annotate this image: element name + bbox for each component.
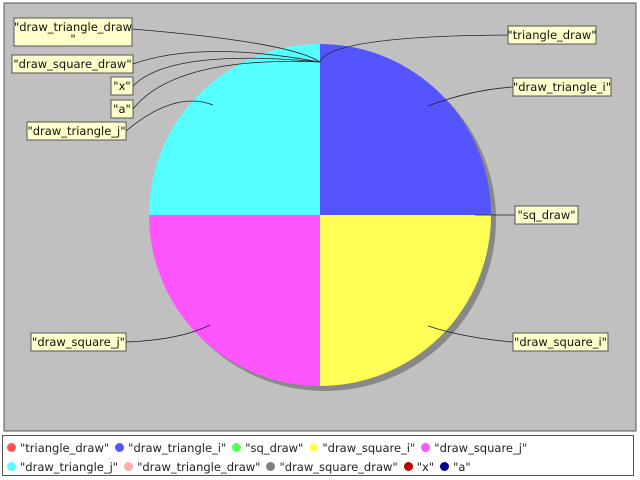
label-pointer-9 <box>125 324 211 343</box>
legend-swatch <box>7 443 16 452</box>
slice-label-box-2 <box>110 76 134 96</box>
slice-label-2: "x" <box>113 79 130 93</box>
legend-swatch <box>115 443 125 452</box>
slice-label-box-6 <box>512 77 612 97</box>
label-pointer-2 <box>132 57 321 87</box>
label-pointer-4 <box>125 100 214 132</box>
slice-label-0: "draw_triangle_draw " <box>14 20 132 46</box>
legend-label: "draw_triangle_j" <box>20 459 119 474</box>
legend-label: "sq_draw" <box>245 440 304 455</box>
pie-slice-3 <box>320 215 491 386</box>
legend-swatch <box>124 462 134 471</box>
legend-item: "draw_triangle_draw" <box>124 457 260 476</box>
slice-label-3: "a" <box>113 102 131 116</box>
legend-swatch <box>403 462 413 471</box>
legend-swatch <box>266 462 276 471</box>
slice-label-box-8 <box>512 332 609 352</box>
label-pointer-6 <box>427 86 514 107</box>
label-pointer-5 <box>319 34 509 63</box>
slice-label-box-0 <box>13 17 133 47</box>
legend-label: "draw_triangle_i" <box>128 440 227 455</box>
slice-label-1: "draw_square_draw" <box>13 57 131 71</box>
slice-label-7: "sq_draw" <box>517 208 575 222</box>
legend-item: "draw_square_i" <box>309 438 415 457</box>
legend-label: "draw_square_j" <box>434 440 528 455</box>
slice-label-box-1 <box>11 54 134 74</box>
legend-swatch <box>440 462 450 471</box>
legend-label: "x" <box>416 459 435 474</box>
legend-item: "draw_square_j" <box>421 438 527 457</box>
legend-item: "a" <box>440 457 471 476</box>
legend-label: "draw_square_i" <box>322 440 416 455</box>
legend-item: "sq_draw" <box>232 438 303 457</box>
slice-label-box-7 <box>514 205 579 225</box>
pie-slice-4 <box>149 215 320 386</box>
slice-label-box-3 <box>110 99 134 119</box>
legend-label: "triangle_draw" <box>20 440 110 455</box>
legend-item: "x" <box>403 457 435 476</box>
legend-swatch <box>232 443 242 452</box>
slice-label-box-9 <box>30 332 127 352</box>
label-pointer-0 <box>131 28 321 63</box>
slice-label-9: "draw_square_j" <box>32 335 125 349</box>
legend-item: "draw_square_draw" <box>266 457 398 476</box>
slice-label-8: "draw_square_i" <box>514 335 607 349</box>
label-pointer-3 <box>132 61 321 110</box>
legend-item: "triangle_draw" <box>7 438 109 457</box>
label-pointer-8 <box>427 325 514 343</box>
legend: "triangle_draw" "draw_triangle_i" "sq_draw… <box>2 435 634 476</box>
pie-slice-5 <box>149 44 320 215</box>
legend-label: "draw_triangle_draw" <box>137 459 261 474</box>
slice-label-box-5 <box>507 25 597 45</box>
pie-slice-1 <box>320 44 491 215</box>
slice-label-box-4 <box>26 121 127 141</box>
legend-label: "draw_square_draw" <box>279 459 398 474</box>
slice-label-6: "draw_triangle_i" <box>513 80 611 94</box>
legend-swatch <box>7 462 16 471</box>
legend-swatch <box>421 443 431 452</box>
legend-label: "a" <box>453 459 471 474</box>
legend-item: "draw_triangle_j" <box>7 457 118 476</box>
legend-swatch <box>309 443 319 452</box>
legend-item: "draw_triangle_i" <box>115 438 226 457</box>
label-pointer-1 <box>132 51 321 65</box>
slice-label-5: "triangle_draw" <box>507 28 596 42</box>
slice-label-4: "draw_triangle_j" <box>27 124 125 138</box>
